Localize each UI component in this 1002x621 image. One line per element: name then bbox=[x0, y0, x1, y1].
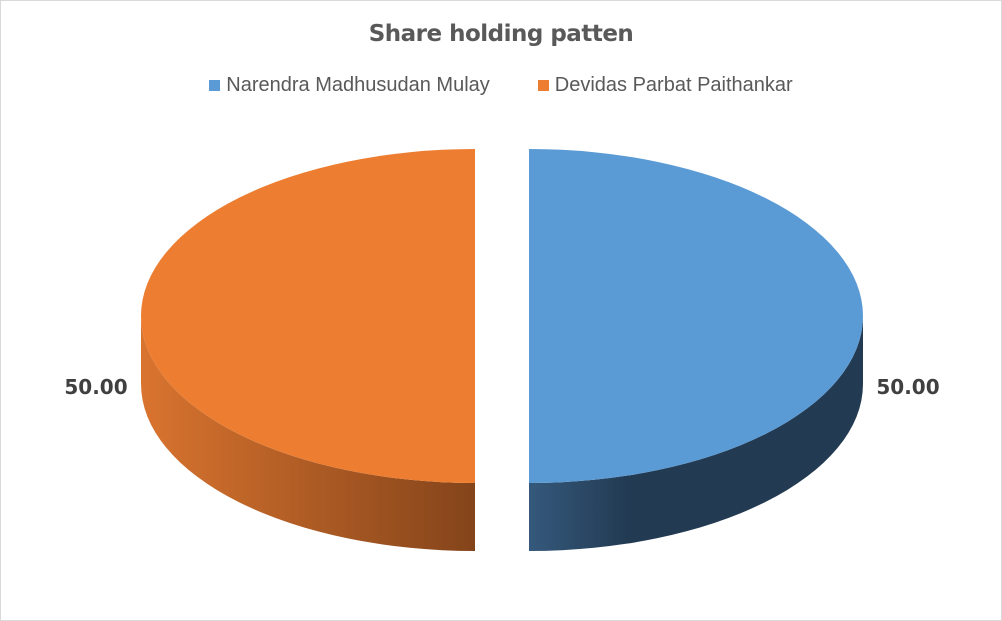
legend: Narendra Madhusudan Mulay Devidas Parbat… bbox=[1, 74, 1001, 97]
slice-side bbox=[141, 316, 475, 551]
pie-slice[interactable] bbox=[529, 149, 863, 483]
legend-swatch bbox=[209, 80, 221, 91]
legend-item: Devidas Parbat Paithankar bbox=[537, 74, 793, 97]
legend-item: Narendra Madhusudan Mulay bbox=[209, 74, 490, 97]
chart-title: Share holding patten bbox=[368, 21, 634, 47]
legend-label: Devidas Parbat Paithankar bbox=[554, 74, 793, 96]
pie-slice[interactable] bbox=[141, 149, 475, 483]
legend-label: Narendra Madhusudan Mulay bbox=[226, 74, 490, 96]
data-label: 50.00 bbox=[64, 375, 127, 399]
slice-side bbox=[529, 316, 863, 551]
data-label: 50.00 bbox=[876, 375, 939, 399]
legend-swatch bbox=[537, 80, 549, 91]
